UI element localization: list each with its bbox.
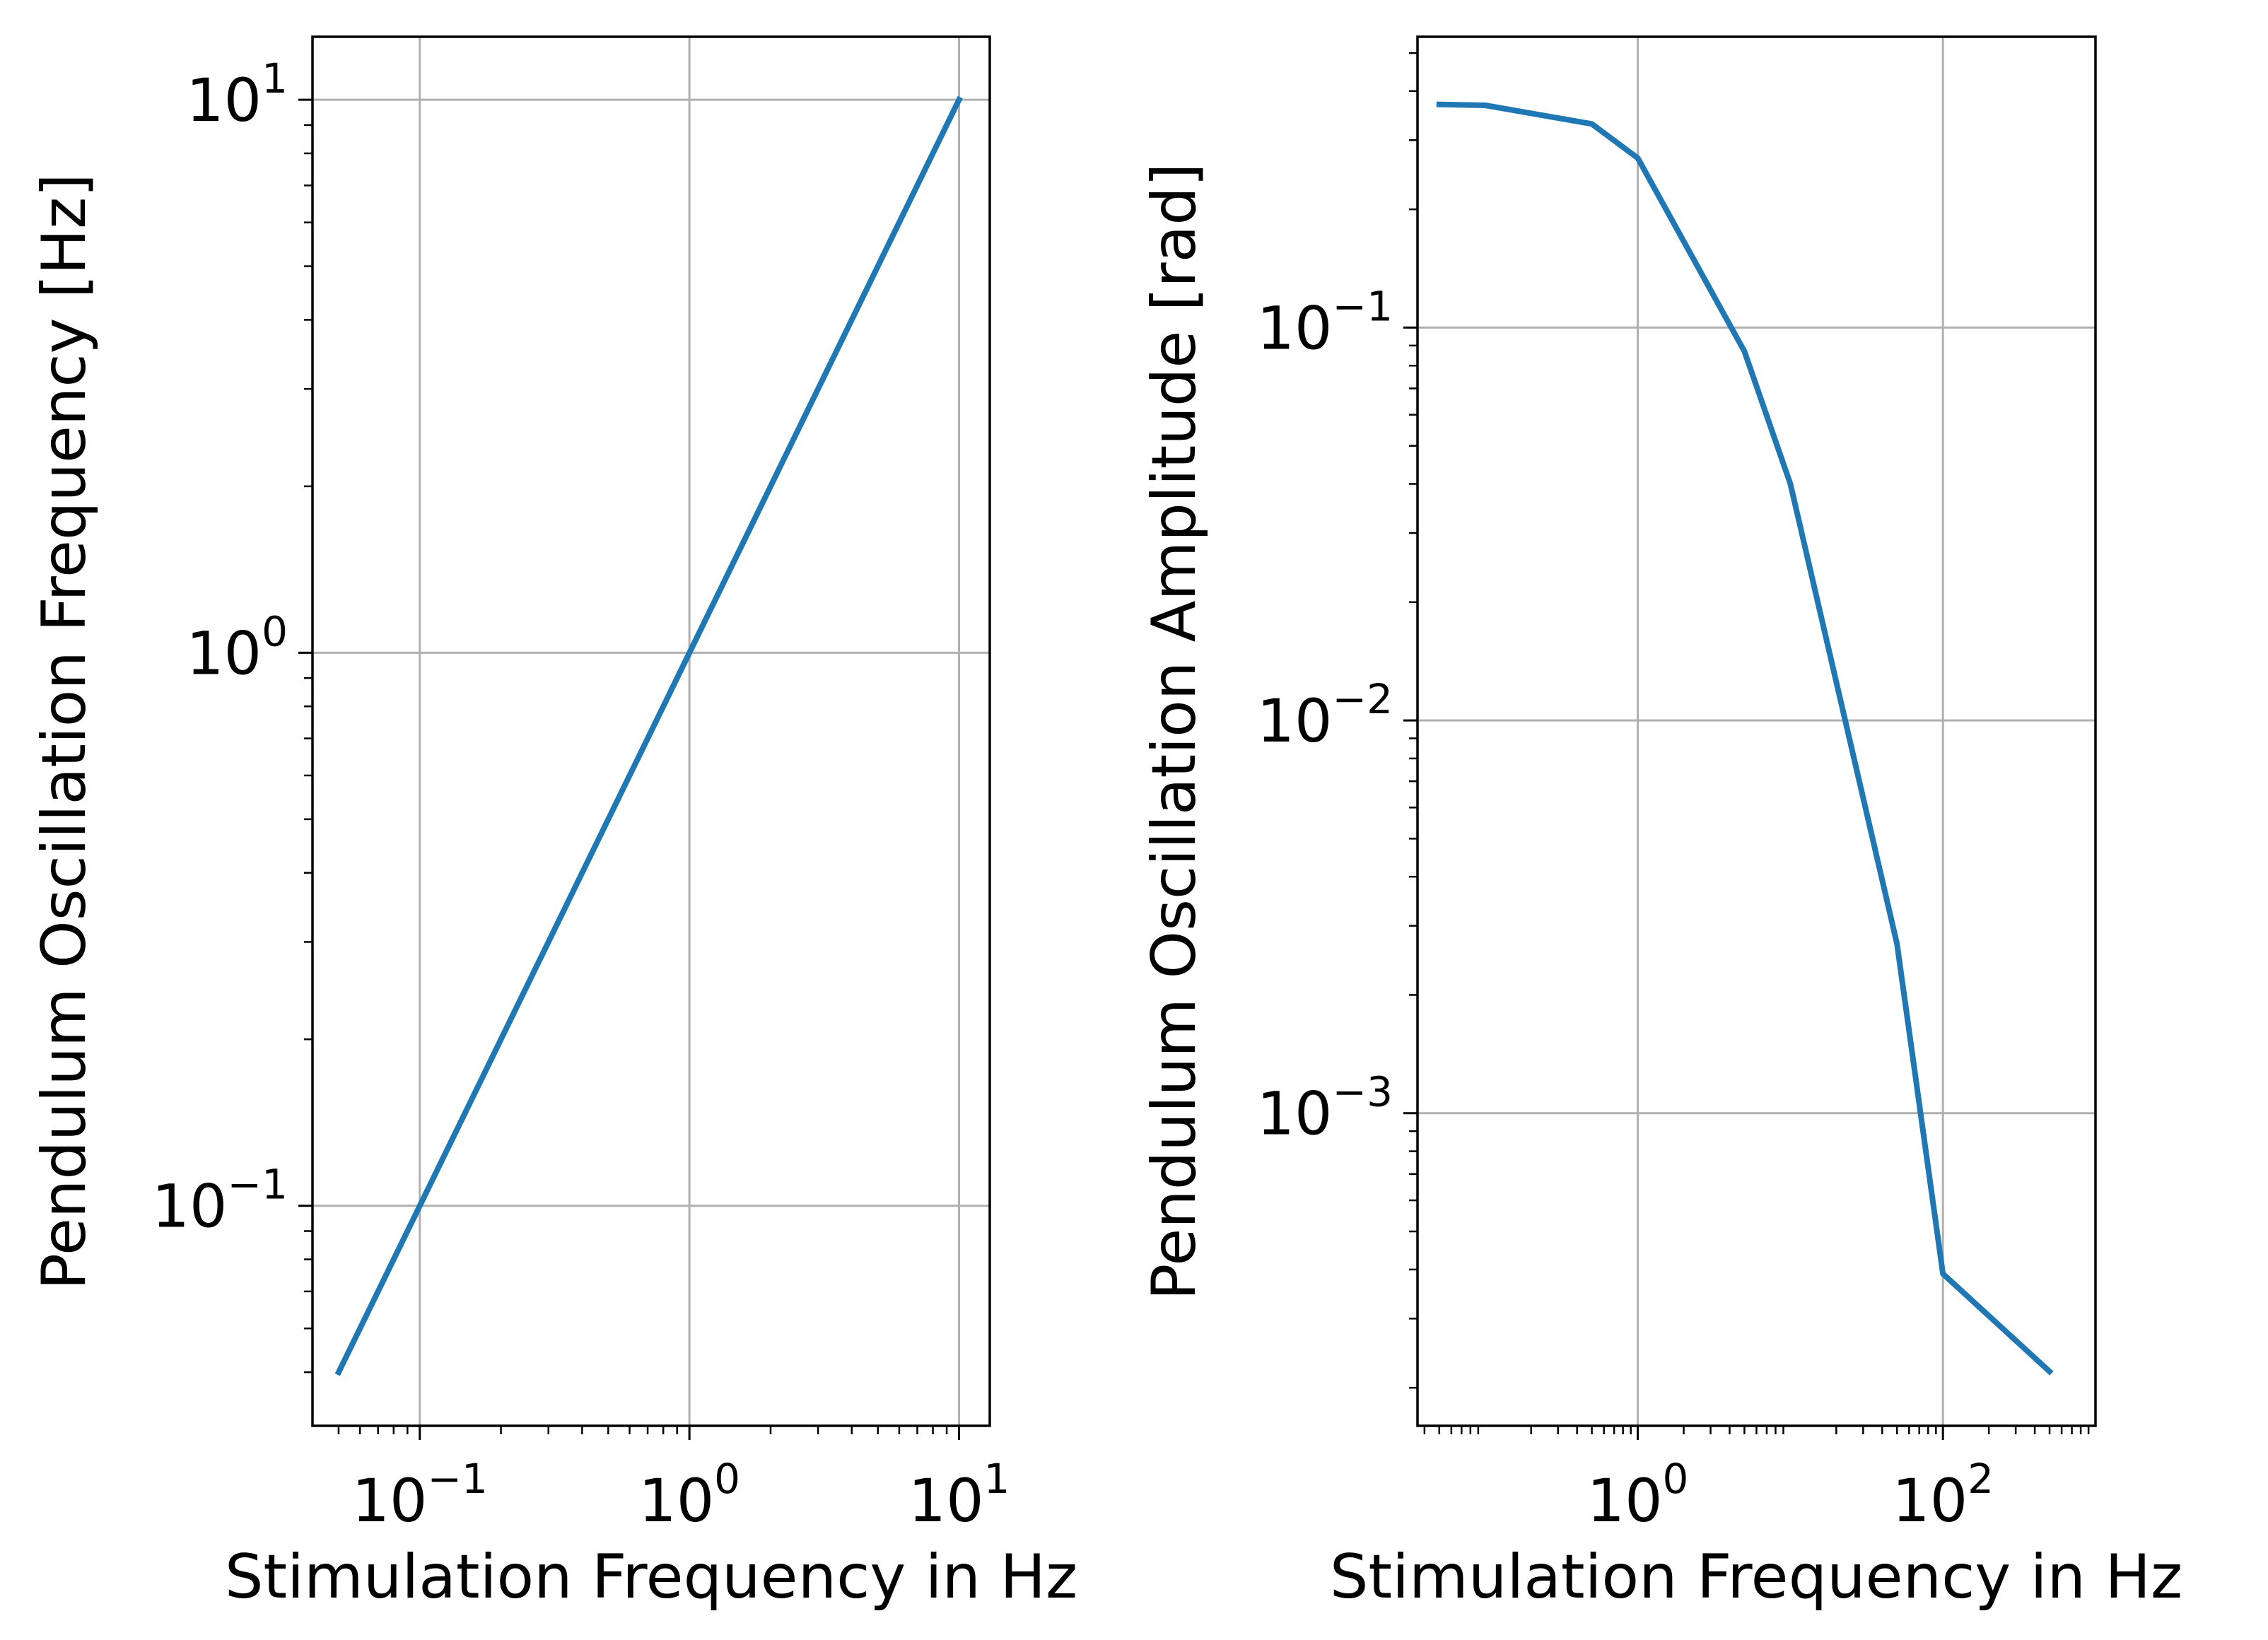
right-x-axis-label: Stimulation Frequency in Hz [1330, 1542, 2182, 1612]
left-minor-ticks [304, 124, 948, 1434]
left-x-axis-label: Stimulation Frequency in Hz [225, 1542, 1077, 1612]
left-y-tick-label: 101 [186, 54, 288, 135]
right-tick-labels: 100 102 10−1 10−2 10−3 [1257, 282, 1994, 1535]
right-plot-frame [1416, 35, 2097, 1427]
left-x-tick-label: 10−1 [352, 1455, 488, 1535]
left-plot-frame [311, 35, 991, 1427]
left-y-axis-label: Pendulum Oscillation Frequency [Hz] [29, 173, 100, 1290]
left-y-tick-label: 100 [186, 607, 288, 688]
right-series [1436, 101, 2054, 1376]
left-grid [312, 37, 990, 1426]
left-series-line [334, 95, 963, 1376]
right-x-tick-label: 100 [1587, 1455, 1689, 1535]
left-y-tick-label: 10−1 [152, 1161, 288, 1241]
left-series [334, 95, 963, 1376]
left-x-tick-label: 100 [638, 1455, 740, 1535]
left-major-ticks [298, 98, 961, 1440]
right-y-tick-label: 10−3 [1257, 1068, 1393, 1149]
right-grid [1418, 37, 2095, 1426]
right-y-axis-label: Pendulum Oscillation Amplitude [rad] [1139, 163, 1210, 1301]
left-subplot: 10−1 100 101 10−1 100 101 Stimulation Frequen… [29, 35, 1077, 1612]
left-x-tick-label: 101 [908, 1455, 1010, 1535]
right-y-tick-label: 10−2 [1257, 675, 1393, 756]
right-minor-ticks [1409, 52, 2090, 1434]
left-tick-labels: 10−1 100 101 10−1 100 101 [152, 54, 1010, 1535]
right-major-ticks [1403, 326, 1944, 1440]
right-plot-background [1418, 37, 2095, 1426]
right-y-tick-label: 10−1 [1257, 282, 1393, 363]
right-x-tick-label: 102 [1892, 1455, 1994, 1535]
right-subplot: 100 102 10−1 10−2 10−3 Stimulation Frequency… [1139, 35, 2182, 1612]
